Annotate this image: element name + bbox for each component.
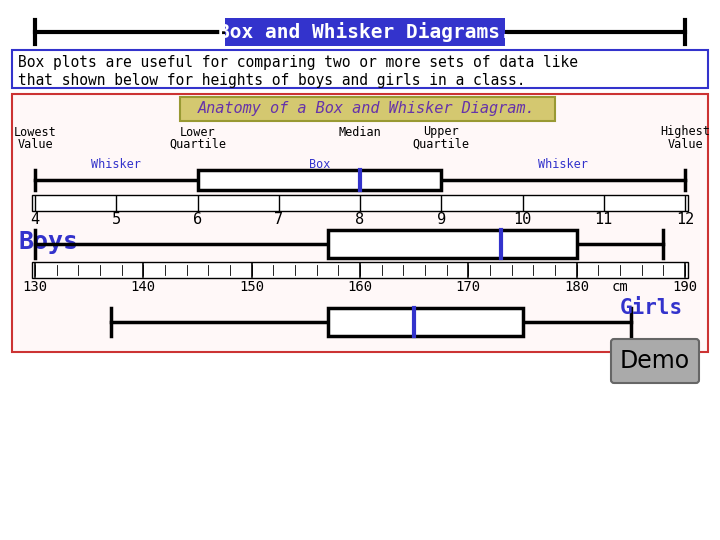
Text: 12: 12	[676, 213, 694, 227]
Text: Anatomy of a Box and Whisker Diagram.: Anatomy of a Box and Whisker Diagram.	[198, 102, 536, 117]
Text: Box: Box	[309, 158, 330, 171]
Text: 10: 10	[513, 213, 531, 227]
Text: 150: 150	[239, 280, 264, 294]
Text: Highest: Highest	[660, 125, 710, 138]
Text: 7: 7	[274, 213, 283, 227]
Bar	[225, 18, 505, 46]
Text: 4: 4	[30, 213, 40, 227]
Text: 160: 160	[348, 280, 372, 294]
Text: 180: 180	[564, 280, 589, 294]
Bar	[180, 97, 555, 121]
Text: 11: 11	[595, 213, 613, 227]
Bar	[32, 195, 688, 211]
Text: Lower: Lower	[180, 125, 215, 138]
Text: Boys: Boys	[18, 230, 78, 254]
Bar	[12, 50, 708, 88]
Text: 9: 9	[437, 213, 446, 227]
Bar	[328, 308, 523, 336]
Text: 130: 130	[22, 280, 48, 294]
Text: cm: cm	[611, 280, 629, 294]
Text: Girls: Girls	[620, 298, 683, 318]
Bar	[197, 170, 441, 190]
Text: 170: 170	[456, 280, 481, 294]
Text: 140: 140	[131, 280, 156, 294]
Text: Lowest: Lowest	[14, 125, 56, 138]
Text: 190: 190	[672, 280, 698, 294]
Text: Whisker: Whisker	[538, 158, 588, 171]
Bar	[12, 94, 708, 352]
Text: Box plots are useful for comparing two or more sets of data like: Box plots are useful for comparing two o…	[18, 55, 578, 70]
Text: 8: 8	[356, 213, 364, 227]
Text: Demo: Demo	[620, 349, 690, 373]
Text: Whisker: Whisker	[91, 158, 141, 171]
Text: Quartile: Quartile	[413, 138, 469, 151]
Text: that shown below for heights of boys and girls in a class.: that shown below for heights of boys and…	[18, 72, 526, 87]
Text: Box and Whisker Diagrams.: Box and Whisker Diagrams.	[218, 22, 512, 42]
FancyBboxPatch shape	[611, 339, 699, 383]
Bar	[328, 230, 577, 258]
Text: 6: 6	[193, 213, 202, 227]
Text: 5: 5	[112, 213, 121, 227]
Text: Quartile: Quartile	[169, 138, 226, 151]
Text: Value: Value	[667, 138, 703, 151]
Bar	[32, 262, 688, 278]
Text: Upper: Upper	[423, 125, 459, 138]
Text: Value: Value	[17, 138, 53, 151]
Text: Median: Median	[338, 125, 382, 138]
